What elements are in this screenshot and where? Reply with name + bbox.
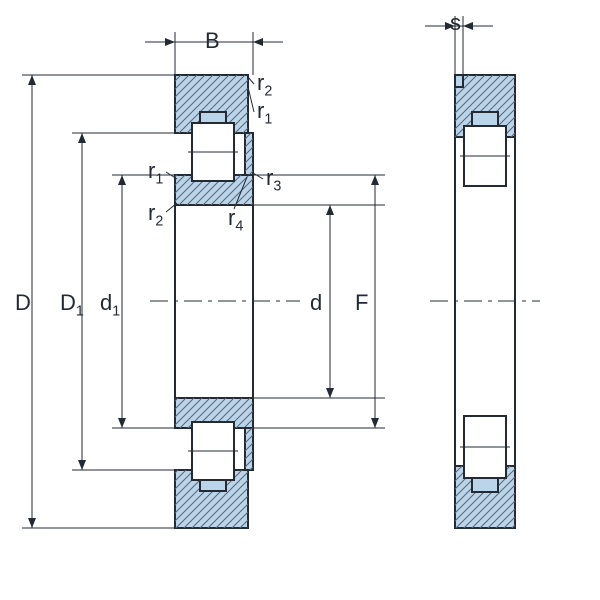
dim-F: F (355, 290, 368, 315)
dim-D: D (15, 290, 31, 315)
dim-s: s (450, 10, 461, 35)
dim-d: d (310, 290, 322, 315)
dim-B: B (205, 28, 220, 53)
